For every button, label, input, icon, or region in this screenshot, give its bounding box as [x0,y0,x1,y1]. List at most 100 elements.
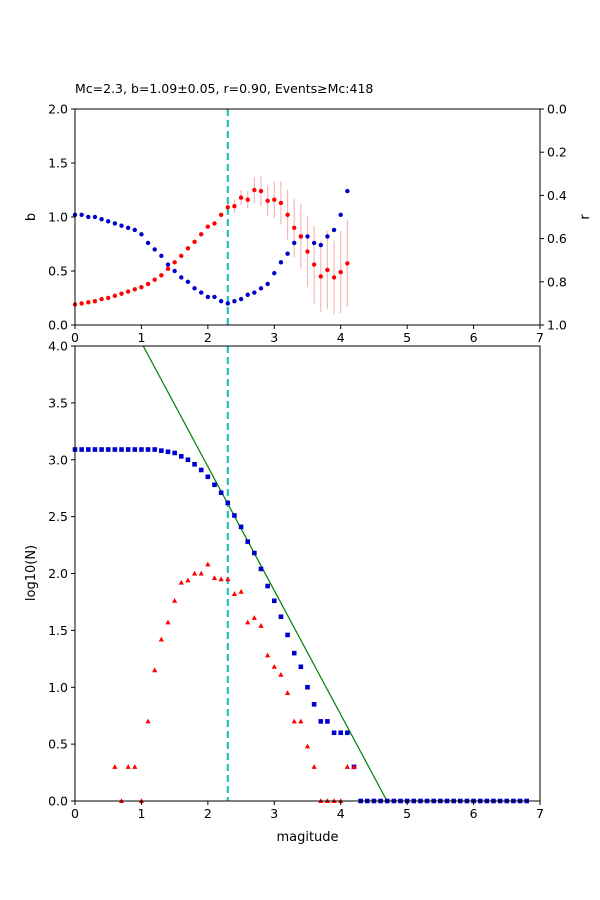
b-value-point [159,273,164,278]
b-value-point [338,269,343,275]
b-value-point [292,225,297,230]
cumulative-count-point [79,447,84,452]
non-cumulative-count-point [238,588,244,594]
b-value-point [258,188,264,194]
cumulative-count-point [278,614,284,620]
cumulative-count-point [305,684,310,690]
top-axes-frame [74,108,541,326]
r-value-point [172,268,177,274]
y-tick-label: 2.5 [48,509,68,524]
y-tick-label: 0.0 [547,102,567,117]
b-value-point [218,212,224,218]
cumulative-count-point [119,447,124,452]
non-cumulative-count-point [185,577,191,583]
r-value-point [145,240,151,246]
cumulative-count-point [311,702,317,707]
b-value-point [298,234,304,239]
x-tick-label: 7 [536,806,544,821]
y-tick-label: 1.5 [48,623,68,638]
r-value-point [79,212,84,218]
cumulative-count-point [92,447,98,452]
b-value-panel: Mc=2.3, b=1.09±0.05, r=0.90, Events≥Mc:4… [24,81,593,345]
r-value-point [119,223,124,228]
b-value-point [99,296,104,302]
non-cumulative-count-point [311,764,317,769]
non-cumulative-count-point [344,764,350,769]
r-value-point [225,301,230,306]
cumulative-count-point [345,730,350,736]
r-value-point [218,299,224,304]
non-cumulative-count-point [198,570,204,576]
non-cumulative-count-point [158,636,164,642]
non-cumulative-count-point [205,561,211,567]
b-value-point [92,299,98,304]
b-value-point [318,274,323,279]
x-tick-label: 3 [270,806,278,821]
b-value-point [125,289,131,294]
bottom-x-ticks: 0 1 2 3 4 5 6 7 [71,801,544,821]
b-value-point [106,295,111,301]
cumulative-count-point [172,450,177,456]
r-value-point [152,247,157,252]
b-value-point [325,267,330,273]
r-value-point [258,286,264,291]
cumulative-count-point [212,482,217,488]
r-value-point [112,221,118,226]
cumulative-count-point [132,447,138,452]
x-tick-label: 0 [71,330,79,345]
r-value-point [159,253,164,259]
non-cumulative-count-point [258,623,264,628]
non-cumulative-count-point [225,576,231,582]
x-tick-label: 1 [137,330,145,345]
cumulative-count-point [198,467,204,473]
cumulative-count-point [99,447,104,452]
y-tick-label: 0.6 [547,231,567,246]
cumulative-count-point [252,550,257,556]
y-tick-label: 0.4 [547,188,567,203]
chart-title: Mc=2.3, b=1.09±0.05, r=0.90, Events≥Mc:4… [75,81,373,96]
x-tick-label: 1 [137,806,145,821]
r-value-point [132,227,137,233]
r-value-point [199,290,204,295]
b-value-point [205,224,211,229]
cumulative-count-point [205,474,211,480]
r-value-point [238,296,244,302]
b-value-point [132,287,137,292]
cumulative-count-point [265,583,270,589]
y-tick-label: 4.0 [48,339,68,354]
x-tick-label: 4 [337,330,345,345]
non-cumulative-count-point [271,663,277,669]
cumulative-count-point [178,454,184,459]
y-tick-label: 1.0 [547,318,567,333]
r-value-point [305,234,310,239]
b-value-point [172,260,177,265]
cumulative-count-point [291,650,297,656]
r-value-point [318,242,323,248]
b-value-point [245,197,250,202]
r-value-point [165,262,171,267]
frequency-magnitude-panel: 0 1 2 3 4 5 6 7 0.0 0.5 1.0 1.5 2.0 2.5 3.0 3.5 4.0 mag… [24,339,544,846]
b-value-point [179,253,184,259]
y-tick-label: 0.5 [48,737,68,752]
x-axis-label: magitude [276,830,338,845]
r-value-point [185,279,191,284]
non-cumulative-count-point [125,764,131,769]
b-value-point [225,205,230,210]
bottom-axes-frame [74,345,541,802]
y-tick-label: 1.0 [48,680,68,695]
b-value-point [252,187,257,193]
cumulative-count-point [105,447,111,452]
r-value-point [245,292,250,297]
r-value-point [86,214,91,220]
r-value-point [345,188,350,194]
b-value-point [278,200,284,206]
cumulative-count-point [112,447,118,452]
r-value-point [106,219,111,224]
cumulative-count-point [245,539,251,544]
b-value-point [331,275,337,280]
non-cumulative-count-point [211,575,218,581]
cumulative-count-point [318,719,324,724]
r-axis-label: r [578,214,593,220]
non-cumulative-count-point [298,718,304,724]
